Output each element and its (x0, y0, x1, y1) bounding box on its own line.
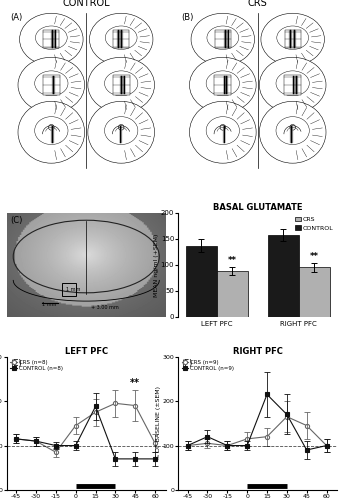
Line: CONTROL (n=8): CONTROL (n=8) (14, 404, 157, 461)
Ellipse shape (105, 26, 137, 50)
CONTROL (n=9) (225, 442, 229, 448)
Ellipse shape (259, 58, 326, 112)
Bar (299, 268, 330, 316)
CONTROL (n=9) (265, 392, 269, 398)
CRS (n=9) (324, 442, 329, 448)
Text: 1 mm: 1 mm (42, 302, 56, 308)
Legend: CRS, CONTROL: CRS, CONTROL (294, 216, 334, 232)
Text: CONTROL: CONTROL (63, 0, 110, 8)
Y-axis label: MEAN ng/ml (+SEM): MEAN ng/ml (+SEM) (154, 233, 159, 296)
Bar (217, 271, 248, 316)
CRS (n=8) (54, 449, 58, 455)
CRS (n=8) (153, 440, 157, 446)
Ellipse shape (49, 124, 54, 130)
FancyBboxPatch shape (284, 76, 301, 94)
CRS (n=8) (14, 436, 18, 442)
Ellipse shape (261, 14, 324, 66)
FancyBboxPatch shape (43, 30, 59, 48)
CONTROL (n=8) (94, 404, 98, 409)
Ellipse shape (276, 71, 309, 96)
CONTROL (n=8) (133, 456, 137, 462)
Ellipse shape (220, 124, 226, 130)
CRS (n=8) (133, 402, 137, 408)
FancyBboxPatch shape (113, 76, 130, 94)
Line: CRS (n=9): CRS (n=9) (185, 414, 329, 448)
Ellipse shape (207, 26, 239, 50)
Ellipse shape (290, 124, 295, 130)
Ellipse shape (118, 124, 124, 130)
Ellipse shape (191, 14, 255, 66)
Ellipse shape (105, 116, 138, 144)
CONTROL (n=8) (54, 442, 58, 448)
CRS (n=9) (185, 442, 190, 448)
Bar (185, 246, 217, 316)
Text: + 3.00 mm: + 3.00 mm (91, 306, 119, 310)
Ellipse shape (88, 102, 154, 163)
Line: CRS (n=8): CRS (n=8) (14, 401, 157, 454)
CONTROL (n=8) (34, 438, 38, 444)
Title: BASAL GLUTAMATE: BASAL GLUTAMATE (213, 203, 302, 212)
CONTROL (n=9) (185, 442, 190, 448)
Text: (F): (F) (182, 360, 193, 368)
Ellipse shape (35, 116, 68, 144)
Text: (A): (A) (10, 14, 22, 22)
Ellipse shape (88, 58, 154, 112)
Ellipse shape (89, 14, 153, 66)
Ellipse shape (206, 116, 239, 144)
Ellipse shape (105, 71, 138, 96)
CONTROL (n=8) (74, 442, 78, 448)
Text: (C): (C) (10, 216, 22, 225)
Text: **: ** (310, 252, 319, 261)
FancyBboxPatch shape (285, 30, 301, 48)
FancyBboxPatch shape (43, 76, 60, 94)
Ellipse shape (206, 71, 239, 96)
Text: **: ** (130, 378, 140, 388)
Ellipse shape (276, 116, 309, 144)
Legend: CRS (n=9), CONTROL (n=9): CRS (n=9), CONTROL (n=9) (181, 360, 235, 372)
Line: CONTROL (n=9): CONTROL (n=9) (185, 392, 329, 452)
Ellipse shape (20, 14, 83, 66)
FancyBboxPatch shape (214, 76, 231, 94)
Ellipse shape (18, 58, 85, 112)
Text: **: ** (228, 256, 237, 265)
Ellipse shape (35, 71, 68, 96)
CRS (n=9) (245, 436, 249, 442)
CRS (n=9) (305, 422, 309, 428)
Text: CRS: CRS (248, 0, 268, 8)
Ellipse shape (35, 26, 67, 50)
CONTROL (n=8) (153, 456, 157, 462)
Title: RIGHT PFC: RIGHT PFC (233, 347, 283, 356)
Ellipse shape (190, 58, 256, 112)
CONTROL (n=9) (245, 442, 249, 448)
Title: LEFT PFC: LEFT PFC (65, 347, 108, 356)
Ellipse shape (190, 102, 256, 163)
CONTROL (n=9) (324, 442, 329, 448)
CRS (n=9) (205, 440, 209, 446)
CRS (n=8) (94, 409, 98, 415)
FancyBboxPatch shape (113, 30, 129, 48)
Bar (268, 236, 299, 316)
CONTROL (n=9) (305, 447, 309, 453)
CRS (n=8) (74, 422, 78, 428)
Text: (E): (E) (10, 360, 22, 368)
Text: (B): (B) (182, 14, 194, 22)
CONTROL (n=8) (113, 456, 117, 462)
Y-axis label: % OF BASELINE (±SEM): % OF BASELINE (±SEM) (156, 386, 161, 460)
CRS (n=8) (113, 400, 117, 406)
CRS (n=9) (285, 414, 289, 420)
CRS (n=9) (225, 442, 229, 448)
Legend: CRS (n=8), CONTROL (n=8): CRS (n=8), CONTROL (n=8) (10, 360, 63, 372)
Text: 1 mm: 1 mm (66, 286, 80, 292)
CONTROL (n=8) (14, 436, 18, 442)
CONTROL (n=9) (205, 434, 209, 440)
CRS (n=8) (34, 438, 38, 444)
Ellipse shape (277, 26, 309, 50)
Ellipse shape (18, 102, 85, 163)
CONTROL (n=9) (285, 412, 289, 418)
CRS (n=9) (265, 434, 269, 440)
Ellipse shape (259, 102, 326, 163)
FancyBboxPatch shape (215, 30, 231, 48)
